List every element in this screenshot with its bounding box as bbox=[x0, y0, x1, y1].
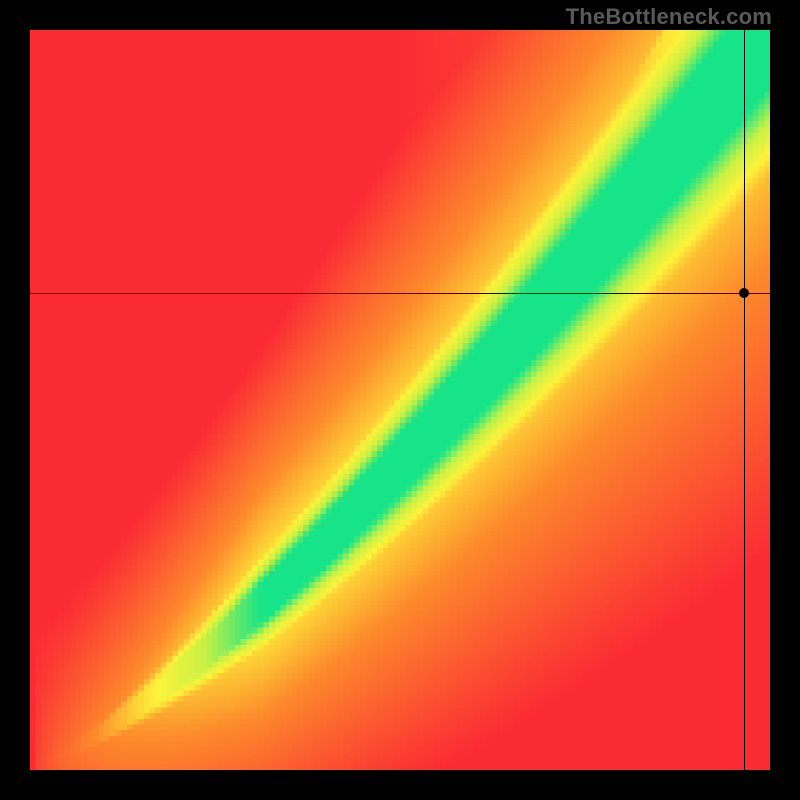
crosshair-horizontal bbox=[30, 293, 770, 294]
crosshair-marker bbox=[739, 288, 749, 298]
watermark-text: TheBottleneck.com bbox=[566, 4, 772, 30]
heatmap-plot bbox=[30, 30, 770, 770]
page-container: TheBottleneck.com bbox=[0, 0, 800, 800]
heatmap-canvas bbox=[30, 30, 770, 770]
crosshair-vertical bbox=[744, 30, 745, 770]
